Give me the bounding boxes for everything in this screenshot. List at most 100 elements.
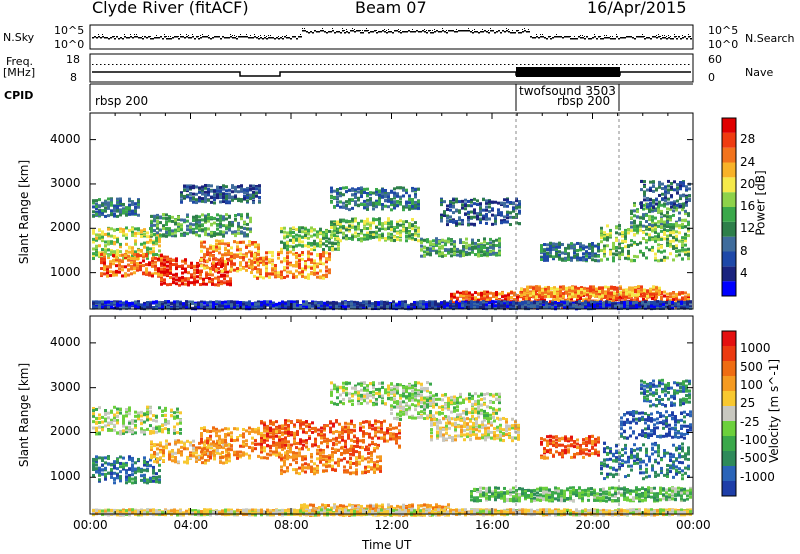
power-cell xyxy=(550,286,553,290)
nave-point xyxy=(636,64,638,65)
nsky-point xyxy=(198,38,200,40)
power-cell xyxy=(283,241,286,245)
nsky-point xyxy=(512,32,514,34)
power-cell xyxy=(455,219,458,223)
power-cell xyxy=(227,253,230,257)
power-cell xyxy=(307,252,310,256)
nsky-point xyxy=(536,34,537,35)
power-cell xyxy=(119,199,122,203)
nsky-point xyxy=(254,36,256,38)
power-cell xyxy=(212,257,215,261)
nsky-point xyxy=(648,37,650,39)
power-cell xyxy=(233,268,236,272)
power-cell xyxy=(681,236,684,240)
power-cell xyxy=(119,203,122,207)
power-cell xyxy=(636,296,639,300)
power-cell xyxy=(345,226,348,230)
power-cell xyxy=(301,267,304,271)
power-cell xyxy=(663,294,666,298)
nave-point xyxy=(568,64,570,65)
power-cell xyxy=(116,201,119,205)
power-cell xyxy=(257,243,260,247)
power-cell xyxy=(648,227,651,231)
nsky-point xyxy=(434,29,435,30)
power-cell xyxy=(624,245,627,249)
power-cell xyxy=(186,215,189,219)
power-cell xyxy=(325,257,328,261)
power-cell xyxy=(624,232,627,236)
nsky-point xyxy=(434,31,436,33)
nsky-point xyxy=(302,30,304,32)
power-cell xyxy=(319,227,322,231)
power-cell xyxy=(95,210,98,214)
power-cell xyxy=(458,210,461,214)
nsky-point xyxy=(106,37,108,39)
power-cell xyxy=(660,229,663,233)
power-cell xyxy=(450,247,453,251)
power-cell xyxy=(432,239,435,243)
power-cell xyxy=(333,232,336,236)
power-cell xyxy=(681,218,684,222)
power-cell xyxy=(501,295,504,299)
power-cell xyxy=(687,234,690,238)
power-cell xyxy=(136,253,139,257)
power-cell xyxy=(678,231,681,235)
power-cell xyxy=(345,205,348,209)
power-cell xyxy=(234,217,237,221)
power-cell xyxy=(227,249,230,253)
power-cell xyxy=(236,267,239,271)
nsky-tick-top: 10^5 xyxy=(54,24,85,37)
power-cell xyxy=(316,242,319,246)
nsky-point xyxy=(476,31,478,33)
power-cell xyxy=(255,184,258,188)
power-cell xyxy=(180,223,183,227)
power-cell xyxy=(600,249,603,253)
power-cell xyxy=(160,261,163,265)
nave-point xyxy=(384,64,386,65)
nsky-point xyxy=(122,38,124,40)
nsky-point xyxy=(334,32,336,34)
power-cell xyxy=(215,258,218,262)
power-cell xyxy=(675,254,678,258)
power-cell xyxy=(216,227,219,231)
power-cell xyxy=(648,223,651,227)
power-cell xyxy=(92,205,95,209)
power-cell xyxy=(92,247,95,251)
power-cell xyxy=(113,241,116,245)
power-cell xyxy=(231,186,234,190)
power-cell xyxy=(526,294,529,298)
power-cell xyxy=(113,228,116,232)
power-cell xyxy=(559,291,562,295)
power-cell xyxy=(322,242,325,246)
power-cell xyxy=(118,258,121,262)
power-cell xyxy=(447,240,450,244)
power-cell xyxy=(411,206,414,210)
power-cell xyxy=(669,229,672,233)
power-cell xyxy=(109,270,112,274)
nsky-point xyxy=(542,36,544,38)
nsky-point xyxy=(126,37,128,39)
nsky-point xyxy=(562,37,564,39)
power-cell xyxy=(283,266,286,270)
power-cell xyxy=(183,184,186,188)
power-cell xyxy=(384,188,387,192)
nsky-point xyxy=(582,37,584,39)
nsky-point xyxy=(676,38,678,40)
power-cell xyxy=(256,276,259,280)
nsky-point xyxy=(426,30,427,31)
power-cell xyxy=(652,180,655,184)
power-cell xyxy=(139,266,142,270)
nsky-point xyxy=(444,31,446,33)
power-cell xyxy=(675,234,678,238)
power-cell xyxy=(485,212,488,216)
power-cell xyxy=(456,296,459,300)
power-cell xyxy=(687,221,690,225)
nsky-point xyxy=(524,30,526,32)
power-cell xyxy=(145,267,148,271)
power-cell xyxy=(230,246,233,250)
nsky-point xyxy=(670,36,671,37)
power-cell xyxy=(146,240,149,244)
power-cell xyxy=(283,226,286,230)
power-cell xyxy=(390,220,393,224)
nsky-point xyxy=(262,38,264,40)
